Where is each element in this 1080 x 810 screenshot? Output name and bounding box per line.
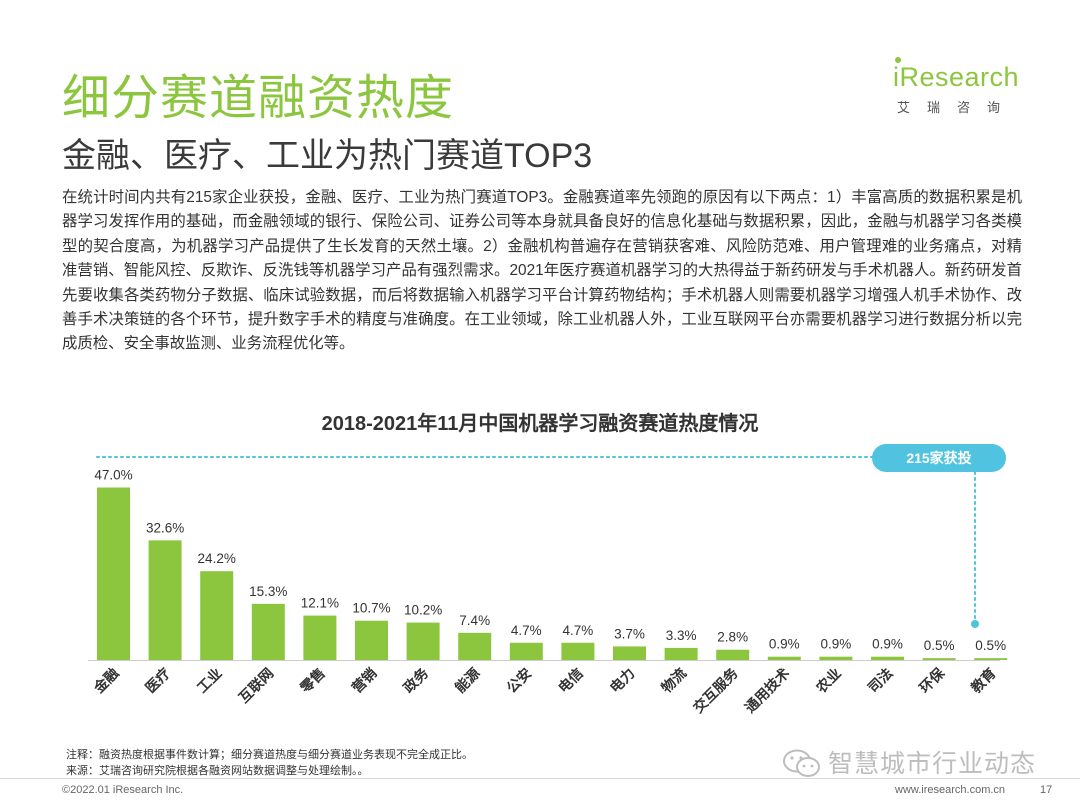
data-label: 2.8% [717,630,748,645]
investment-count-callout: 215家获投 [872,444,1006,472]
bar-金融 [97,487,130,660]
x-tick-label: 营销 [349,665,381,697]
data-label: 32.6% [146,520,184,535]
x-tick-label: 金融 [90,665,123,698]
data-label: 7.4% [459,613,490,628]
iresearch-logo: iResearch 艾瑞咨询 [893,57,1023,116]
bar-营销 [355,620,388,660]
x-tick-label: 电力 [607,665,639,697]
page-title: 细分赛道融资热度 [62,72,455,125]
data-label: 3.7% [614,626,645,641]
logo-name: iResearch [893,62,1020,92]
bar-政务 [406,622,440,660]
data-label: 47.0% [94,468,132,483]
wechat-icon [783,749,820,777]
copyright: ©2022.01 iResearch Inc. [62,784,184,796]
website-url: www.iresearch.com.cn [895,784,1006,796]
x-tick-label: 司法 [865,665,897,697]
bar-能源 [458,632,492,660]
page-number: 17 [1040,784,1053,796]
bar-互联网 [251,603,285,660]
bar-教育 [974,658,1008,660]
data-label: 24.2% [198,551,236,566]
data-label: 15.3% [249,584,287,599]
x-tick-label: 物流 [658,665,690,697]
footer-divider [0,778,1080,779]
x-tick-label: 政务 [400,664,433,697]
data-label: 4.7% [511,623,542,638]
data-label: 0.9% [872,637,903,652]
bar-工业 [200,571,234,660]
bar-零售 [303,615,337,660]
x-tick-label: 通用技术 [742,665,794,717]
x-tick-label: 互联网 [236,666,277,707]
bar-司法 [871,656,904,660]
data-label: 0.5% [975,638,1006,653]
bar-通用技术 [767,656,801,660]
x-tick-label: 交互服务 [690,664,742,716]
page-subtitle: 金融、医疗、工业为热门赛道TOP3 [62,137,593,175]
data-label: 0.5% [924,638,955,653]
x-tick-label: 医疗 [142,665,174,697]
bar-交互服务 [716,649,750,660]
bar-电信 [561,642,595,660]
x-tick-label: 公安 [503,665,535,697]
bar-公安 [509,642,543,660]
x-tick-label: 能源 [452,665,484,697]
chart-source: 来源：艾瑞咨询研究院根据各融资网站数据调整与处理绘制。。 [66,765,369,777]
x-tick-label: 农业 [812,665,845,698]
callout-end-dot [971,620,979,628]
data-label: 12.1% [301,596,339,611]
chart-note: 注释：融资热度根据事件数计算；细分赛道热度与细分赛道业务表现不完全成正比。 [66,749,473,761]
data-label: 0.9% [821,637,852,652]
bar-环保 [922,658,956,660]
x-tick-label: 教育 [968,665,1000,697]
data-label: 10.2% [404,603,442,618]
chart-title: 2018-2021年11月中国机器学习融资赛道热度情况 [321,413,759,435]
data-label: 10.7% [352,601,390,616]
x-tick-label: 电信 [555,665,587,697]
watermark-text: 智慧城市行业动态 [828,750,1037,778]
bar-物流 [664,647,698,660]
body-paragraph: 在统计时间内共有215家企业获投，金融、医疗、工业为热门赛道TOP3。金融赛道率… [62,189,1022,353]
data-label: 3.3% [666,628,697,643]
data-label: 4.7% [563,623,594,638]
x-tick-label: 零售 [296,665,329,698]
x-tick-label: 工业 [194,666,225,697]
bar-农业 [819,656,853,660]
x-tick-label: 环保 [916,664,949,697]
bar-电力 [613,646,646,660]
data-label: 0.9% [769,637,800,652]
bar-医疗 [148,540,182,660]
logo-tagline: 艾瑞咨询 [897,100,1018,115]
logo-dot-icon [895,57,901,63]
